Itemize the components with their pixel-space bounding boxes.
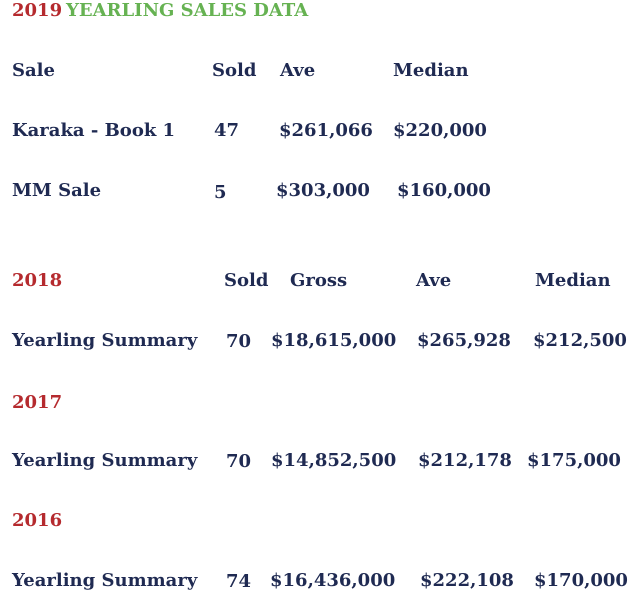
sale-ave: $261,066 <box>279 120 373 141</box>
year-heading-2016: 2016 <box>12 510 63 531</box>
summary-label: Yearling Summary <box>12 450 198 471</box>
summary-label: Yearling Summary <box>12 570 198 591</box>
header-gross: Gross <box>290 270 348 291</box>
summary-ave: $222,108 <box>420 570 514 591</box>
year-heading-2017: 2017 <box>12 392 63 413</box>
header-median: Median <box>535 270 611 291</box>
header-ave: Ave <box>416 270 452 291</box>
sale-median: $220,000 <box>393 120 487 141</box>
summary-label: Yearling Summary <box>12 330 198 351</box>
summary-gross: $16,436,000 <box>270 570 396 591</box>
summary-median: $175,000 <box>527 450 621 471</box>
summary-ave: $212,178 <box>418 450 512 471</box>
sale-sold: 47 <box>214 120 240 141</box>
header-sold: Sold <box>224 270 269 291</box>
summary-gross: $14,852,500 <box>271 450 397 471</box>
sale-sold: 5 <box>214 182 227 203</box>
sale-name: MM Sale <box>12 180 102 201</box>
header-ave: Ave <box>280 60 316 81</box>
summary-ave: $265,928 <box>417 330 511 351</box>
summary-median: $212,500 <box>533 330 627 351</box>
header-sale: Sale <box>12 60 55 81</box>
year-heading-2018: 2018 <box>12 270 63 291</box>
header-sold: Sold <box>212 60 257 81</box>
summary-median: $170,000 <box>534 570 628 591</box>
sale-name: Karaka - Book 1 <box>12 120 176 141</box>
summary-sold: 70 <box>226 451 252 472</box>
sale-ave: $303,000 <box>276 180 370 201</box>
header-median: Median <box>393 60 469 81</box>
summary-sold: 70 <box>226 331 252 352</box>
summary-gross: $18,615,000 <box>271 330 397 351</box>
summary-sold: 74 <box>226 571 252 592</box>
title-year: 2019 <box>12 0 63 21</box>
sale-median: $160,000 <box>397 180 491 201</box>
page-title: YEARLING SALES DATA <box>66 0 309 21</box>
